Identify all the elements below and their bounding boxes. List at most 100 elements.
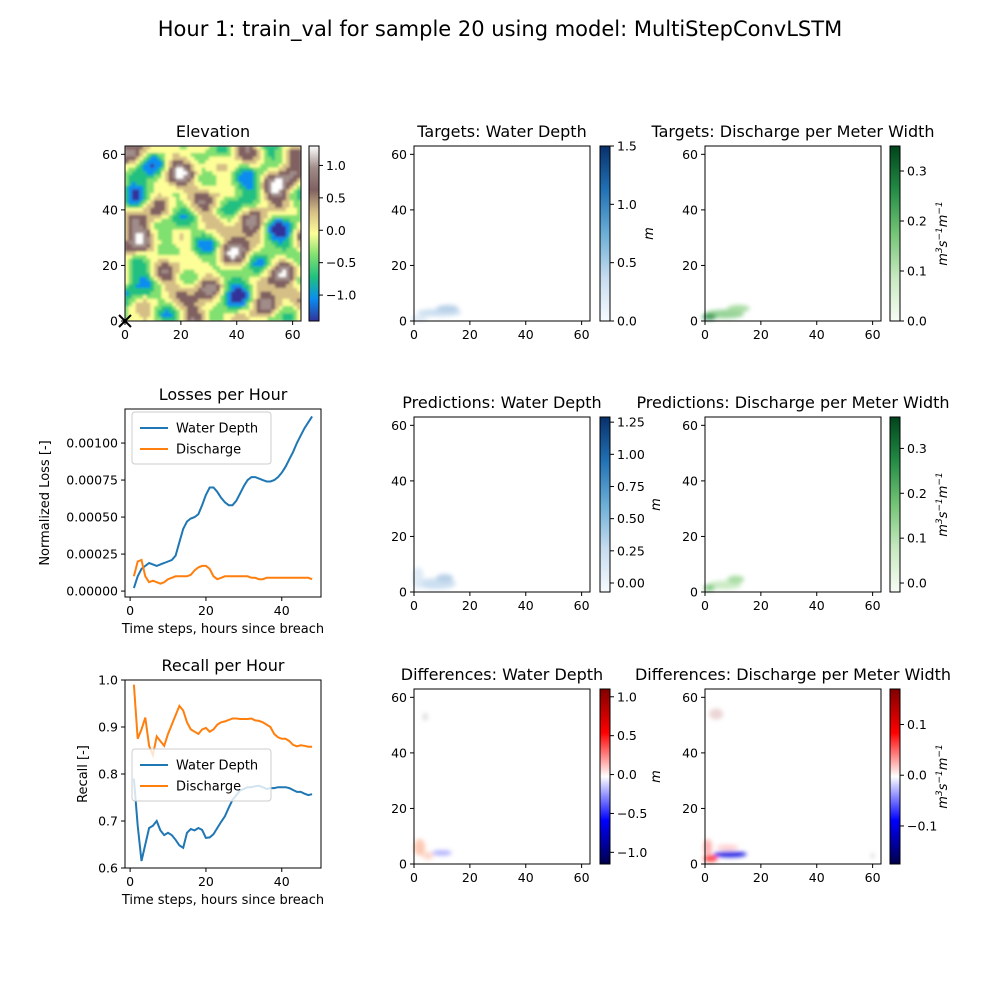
terrain-cell: [212, 229, 217, 234]
terrain-cell: [157, 146, 162, 150]
x-tick-label: 20: [462, 598, 478, 613]
terrain-cell: [260, 240, 265, 245]
terrain-cell: [216, 163, 221, 169]
terrain-cell: [212, 174, 217, 180]
terrain-cell: [249, 207, 254, 212]
terrain-cell: [264, 276, 269, 282]
terrain-cell: [271, 247, 276, 253]
colorbar-tick-label: 1.0: [617, 197, 637, 212]
terrain-cell: [128, 287, 133, 293]
terrain-cell: [157, 233, 162, 238]
terrain-cell: [231, 280, 236, 285]
terrain-cell: [271, 174, 276, 180]
terrain-cell: [190, 156, 195, 161]
terrain-cell: [253, 236, 258, 242]
terrain-cell: [165, 222, 170, 227]
terrain-cell: [165, 240, 170, 245]
terrain-cell: [278, 218, 283, 223]
terrain-cell: [187, 204, 192, 209]
terrain-cell: [135, 244, 140, 249]
terrain-cell: [267, 266, 272, 271]
terrain-cell: [135, 204, 140, 209]
terrain-cell: [267, 222, 272, 227]
terrain-cell: [209, 171, 214, 176]
terrain-cell: [245, 302, 250, 307]
terrain-cell: [179, 196, 184, 201]
terrain-cell: [176, 185, 181, 191]
flood-patch: [436, 304, 459, 313]
terrain-cell: [286, 222, 291, 227]
terrain-cell: [198, 240, 203, 245]
terrain-cell: [293, 222, 298, 227]
terrain-cell: [242, 236, 247, 242]
terrain-cell: [271, 298, 276, 304]
terrain-cell: [143, 273, 148, 278]
terrain-cell: [150, 171, 155, 176]
terrain-cell: [242, 247, 247, 253]
terrain-cell: [234, 189, 239, 194]
terrain-cell: [161, 280, 166, 285]
terrain-cell: [139, 182, 144, 187]
terrain-cell: [256, 225, 261, 231]
terrain-cell: [194, 273, 199, 278]
terrain-cell: [128, 229, 133, 234]
colorbar-tick-label: 0.3: [907, 441, 927, 456]
terrain-cell: [132, 171, 137, 176]
terrain-cell: [139, 185, 144, 191]
terrain-cell: [157, 156, 162, 161]
terrain-cell: [278, 298, 283, 304]
terrain-cell: [128, 174, 133, 180]
terrain-cell: [282, 214, 287, 220]
terrain-cell: [234, 258, 239, 263]
colorbar-label: m3s−1m−1: [935, 201, 951, 265]
terrain-cell: [286, 258, 291, 263]
terrain-cell: [157, 309, 162, 315]
terrain-cell: [223, 200, 228, 205]
terrain-cell: [220, 174, 225, 180]
panel-diff-depth: Differences: Water Depth00202040406060−1…: [391, 665, 664, 885]
terrain-cell: [242, 317, 247, 321]
terrain-cell: [165, 247, 170, 253]
terrain-cell: [282, 262, 287, 267]
terrain-cell: [161, 185, 166, 191]
terrain-cell: [205, 244, 210, 249]
terrain-cell: [256, 276, 261, 282]
terrain-cell: [286, 280, 291, 285]
terrain-cell: [209, 196, 214, 201]
terrain-cell: [135, 171, 140, 176]
terrain-cell: [176, 218, 181, 223]
terrain-cell: [286, 287, 291, 293]
terrain-cell: [168, 266, 173, 271]
terrain-cell: [135, 152, 140, 158]
terrain-cell: [256, 222, 261, 227]
terrain-cell: [132, 255, 137, 260]
terrain-cell: [168, 178, 173, 183]
terrain-cell: [249, 287, 254, 293]
terrain-cell: [220, 266, 225, 271]
terrain-cell: [278, 182, 283, 187]
terrain-cell: [238, 163, 243, 169]
y-tick-label: 0.8: [98, 767, 118, 782]
y-tick-label: 60: [682, 147, 698, 162]
terrain-cell: [143, 225, 148, 231]
terrain-cell: [161, 287, 166, 293]
terrain-cell: [128, 240, 133, 245]
terrain-cell: [143, 204, 148, 209]
terrain-cell: [289, 302, 294, 307]
terrain-cell: [260, 174, 265, 180]
y-tick-label: 0: [690, 314, 698, 329]
terrain-cell: [245, 189, 250, 194]
terrain-cell: [190, 280, 195, 285]
terrain-cell: [264, 291, 269, 296]
terrain-cell: [293, 298, 298, 304]
terrain-cell: [194, 218, 199, 223]
terrain-cell: [190, 262, 195, 267]
terrain-cell: [223, 255, 228, 260]
terrain-cell: [161, 291, 166, 296]
terrain-cell: [253, 178, 258, 183]
terrain-cell: [190, 185, 195, 191]
terrain-cell: [289, 247, 294, 253]
terrain-cell: [242, 240, 247, 245]
terrain-cell: [125, 287, 129, 293]
